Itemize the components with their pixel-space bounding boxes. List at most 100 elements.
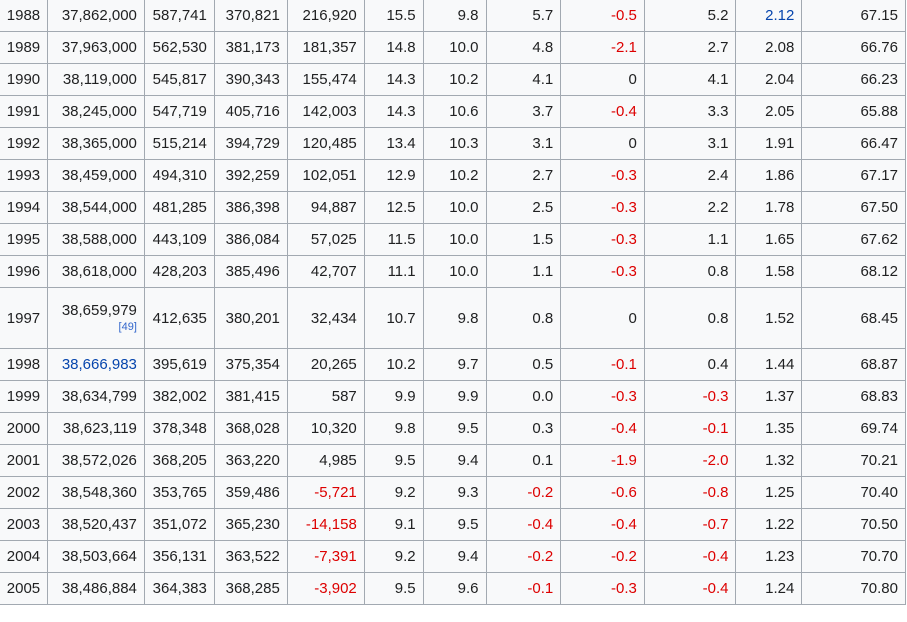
deaths-cell: 394,729 <box>213 127 288 160</box>
life-expectancy-cell: 68.83 <box>801 380 906 413</box>
live-births-cell: 545,817 <box>143 63 215 96</box>
live-births-cell: 515,214 <box>143 127 215 160</box>
fertility-rate-cell: 1.52 <box>735 287 803 349</box>
crude-birth-rate-cell: 12.9 <box>363 159 424 192</box>
total-change-rate-cell: -0.1 <box>643 412 737 445</box>
deaths-cell: 386,084 <box>213 223 288 256</box>
life-expectancy-cell: 67.62 <box>801 223 906 256</box>
crude-birth-rate-cell: 9.5 <box>363 572 424 605</box>
natural-change-rate-cell: 5.7 <box>485 0 562 32</box>
crude-birth-rate-cell: 9.5 <box>363 444 424 477</box>
population-cell: 38,548,360 <box>46 476 145 509</box>
fertility-rate-cell: 1.58 <box>735 255 803 288</box>
population-cell: 38,503,664 <box>46 540 145 573</box>
fertility-rate-cell: 1.37 <box>735 380 803 413</box>
fertility-rate-cell: 1.91 <box>735 127 803 160</box>
crude-birth-rate-cell: 9.2 <box>363 540 424 573</box>
migration-rate-cell: -0.4 <box>560 412 645 445</box>
year-cell: 1997 <box>0 287 48 349</box>
total-change-rate-cell: 5.2 <box>643 0 737 32</box>
natural-change-cell: -14,158 <box>286 508 365 541</box>
population-cell: 38,245,000 <box>46 95 145 128</box>
crude-birth-rate-cell: 9.8 <box>363 412 424 445</box>
year-cell: 1998 <box>0 348 48 381</box>
life-expectancy-cell: 66.76 <box>801 31 906 64</box>
natural-change-rate-cell: -0.4 <box>485 508 562 541</box>
natural-change-rate-cell: 0.0 <box>485 380 562 413</box>
deaths-cell: 368,028 <box>213 412 288 445</box>
live-births-cell: 368,205 <box>143 444 215 477</box>
population-value: 38,659,979 <box>61 302 137 319</box>
deaths-cell: 381,415 <box>213 380 288 413</box>
deaths-cell: 375,354 <box>213 348 288 381</box>
fertility-rate-cell: 1.35 <box>735 412 803 445</box>
natural-change-rate-cell: 0.1 <box>485 444 562 477</box>
fertility-rate-cell: 1.65 <box>735 223 803 256</box>
population-cell: 38,572,026 <box>46 444 145 477</box>
fertility-rate-link[interactable]: 2.12 <box>735 0 803 32</box>
crude-death-rate-cell: 10.0 <box>422 191 487 224</box>
crude-birth-rate-cell: 11.1 <box>363 255 424 288</box>
population-cell: 38,520,437 <box>46 508 145 541</box>
migration-rate-cell: -0.6 <box>560 476 645 509</box>
crude-birth-rate-cell: 15.5 <box>363 0 424 32</box>
crude-birth-rate-cell: 13.4 <box>363 127 424 160</box>
natural-change-cell: 42,707 <box>286 255 365 288</box>
natural-change-cell: 216,920 <box>286 0 365 32</box>
live-births-cell: 494,310 <box>143 159 215 192</box>
live-births-cell: 382,002 <box>143 380 215 413</box>
year-cell: 1990 <box>0 63 48 96</box>
live-births-cell: 547,719 <box>143 95 215 128</box>
table-row: 1995 38,588,000 443,109 386,084 57,025 11.5 10… <box>0 223 906 256</box>
crude-death-rate-cell: 10.6 <box>422 95 487 128</box>
natural-change-rate-cell: 0.8 <box>485 287 562 349</box>
crude-death-rate-cell: 9.3 <box>422 476 487 509</box>
table-row: 2000 38,623,119 378,348 368,028 10,320 9.8 9.5… <box>0 412 906 445</box>
table-row: 1991 38,245,000 547,719 405,716 142,003 14.3 1… <box>0 95 906 128</box>
live-births-cell: 395,619 <box>143 348 215 381</box>
life-expectancy-cell: 69.74 <box>801 412 906 445</box>
fertility-rate-cell: 1.23 <box>735 540 803 573</box>
total-change-rate-cell: 0.8 <box>643 255 737 288</box>
natural-change-cell: 587 <box>286 380 365 413</box>
natural-change-cell: 4,985 <box>286 444 365 477</box>
population-cell: 38,659,979 [49] <box>46 287 145 349</box>
population-link[interactable]: 38,666,983 <box>46 348 145 381</box>
reference-link[interactable]: [49] <box>118 321 137 333</box>
table-row: 2001 38,572,026 368,205 363,220 4,985 9.5 9.4 0… <box>0 444 906 477</box>
live-births-cell: 443,109 <box>143 223 215 256</box>
natural-change-rate-cell: 0.3 <box>485 412 562 445</box>
migration-rate-cell: -0.3 <box>560 191 645 224</box>
migration-rate-cell: -0.4 <box>560 95 645 128</box>
natural-change-rate-cell: 2.5 <box>485 191 562 224</box>
natural-change-cell: 102,051 <box>286 159 365 192</box>
natural-change-rate-cell: 1.5 <box>485 223 562 256</box>
migration-rate-cell: -0.4 <box>560 508 645 541</box>
crude-birth-rate-cell: 10.2 <box>363 348 424 381</box>
population-cell: 38,119,000 <box>46 63 145 96</box>
total-change-rate-cell: 3.1 <box>643 127 737 160</box>
deaths-cell: 365,230 <box>213 508 288 541</box>
crude-death-rate-cell: 9.6 <box>422 572 487 605</box>
crude-birth-rate-cell: 11.5 <box>363 223 424 256</box>
fertility-rate-cell: 1.25 <box>735 476 803 509</box>
crude-birth-rate-cell: 14.8 <box>363 31 424 64</box>
natural-change-rate-cell: -0.2 <box>485 540 562 573</box>
total-change-rate-cell: 3.3 <box>643 95 737 128</box>
population-with-reference: 38,659,979 [49] <box>62 302 137 334</box>
crude-death-rate-cell: 9.5 <box>422 508 487 541</box>
table-row: 1988 37,862,000 587,741 370,821 216,920 15.5 9… <box>0 0 906 32</box>
crude-death-rate-cell: 9.8 <box>422 287 487 349</box>
life-expectancy-cell: 67.50 <box>801 191 906 224</box>
natural-change-cell: -5,721 <box>286 476 365 509</box>
crude-birth-rate-cell: 9.9 <box>363 380 424 413</box>
total-change-rate-cell: 0.8 <box>643 287 737 349</box>
live-births-cell: 351,072 <box>143 508 215 541</box>
fertility-rate-cell: 1.24 <box>735 572 803 605</box>
natural-change-cell: 155,474 <box>286 63 365 96</box>
natural-change-rate-cell: 1.1 <box>485 255 562 288</box>
table-row: 1998 38,666,983 395,619 375,354 20,265 10.2 9.… <box>0 348 906 381</box>
table-row: 2003 38,520,437 351,072 365,230 -14,158 9.1 9.… <box>0 508 906 541</box>
total-change-rate-cell: -0.3 <box>643 380 737 413</box>
deaths-cell: 381,173 <box>213 31 288 64</box>
